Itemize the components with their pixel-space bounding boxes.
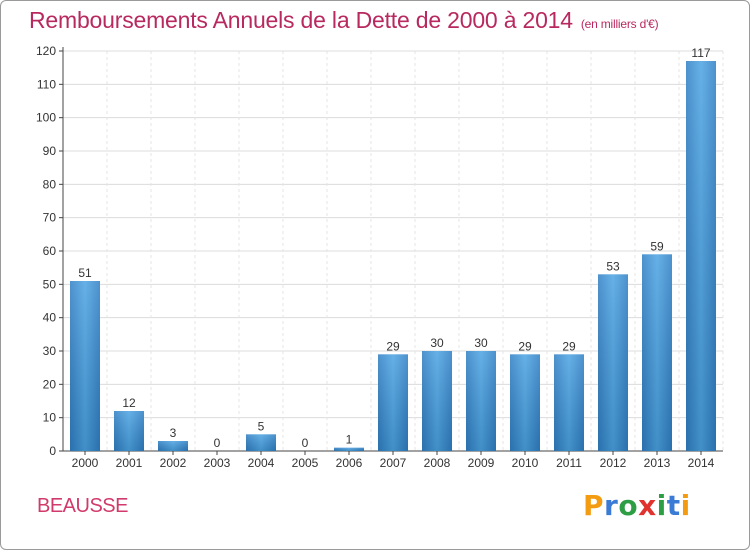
y-tick-label: 0 — [49, 444, 56, 458]
y-tick-label: 90 — [43, 144, 57, 158]
bar-shade — [334, 447, 364, 451]
y-tick-label: 100 — [36, 111, 56, 125]
bar-value-label: 30 — [474, 336, 488, 350]
x-tick-label: 2006 — [336, 456, 363, 470]
bar-shade — [158, 441, 188, 451]
bar-value-label: 29 — [518, 339, 532, 353]
x-tick-label: 2011 — [556, 456, 582, 470]
x-tick-label: 2009 — [468, 456, 495, 470]
x-tick-label: 2012 — [600, 456, 627, 470]
bar-value-label: 59 — [650, 239, 664, 253]
bars — [70, 61, 716, 451]
bar-shade — [422, 351, 452, 451]
bar-value-label: 0 — [302, 436, 309, 450]
bar-shade — [466, 351, 496, 451]
logo-letter: x — [638, 489, 657, 522]
bar-shade — [554, 354, 584, 451]
bar-shade — [686, 61, 716, 451]
x-tick-label: 2008 — [424, 456, 451, 470]
bar-shade — [114, 411, 144, 451]
y-tick-label: 10 — [43, 411, 57, 425]
chart-title: Remboursements Annuels de la Dette de 20… — [29, 7, 659, 34]
y-tick-label: 70 — [43, 211, 57, 225]
bar-shade — [598, 274, 628, 451]
x-tick-label: 2013 — [644, 456, 671, 470]
bar-shade — [70, 281, 100, 451]
y-tick-label: 30 — [43, 344, 57, 358]
x-tick-label: 2003 — [204, 456, 231, 470]
bar-shade — [246, 434, 276, 451]
logo-letter: i — [680, 489, 691, 522]
y-tick-label: 120 — [36, 44, 56, 58]
y-tick-label: 50 — [43, 277, 57, 291]
bar-value-label: 29 — [386, 339, 400, 353]
x-tick-label: 2005 — [292, 456, 319, 470]
logo-letter: r — [604, 489, 619, 522]
chart-title-text: Remboursements Annuels de la Dette de 20… — [29, 7, 573, 33]
logo-letter: i — [656, 489, 667, 522]
bar-value-label: 29 — [562, 339, 576, 353]
y-tick-label: 60 — [43, 244, 57, 258]
x-tick-label: 2007 — [380, 456, 407, 470]
y-tick-label: 80 — [43, 177, 57, 191]
bar-shade — [378, 354, 408, 451]
y-tick-label: 20 — [43, 377, 57, 391]
logo-letter: o — [618, 489, 639, 522]
bar-value-label: 51 — [78, 266, 92, 280]
bar-value-label: 12 — [122, 396, 136, 410]
bar-shade — [642, 254, 672, 451]
bar-value-label: 30 — [430, 336, 444, 350]
proxiti-logo: Proxiti — [583, 489, 691, 522]
logo-letter: P — [583, 489, 605, 522]
bar-shade — [510, 354, 540, 451]
x-tick-label: 2010 — [512, 456, 539, 470]
logo-letter: t — [666, 489, 681, 522]
y-tick-label: 110 — [37, 77, 56, 91]
y-tick-label: 40 — [43, 311, 57, 325]
bar-value-label: 3 — [170, 426, 177, 440]
x-tick-label: 2002 — [160, 456, 187, 470]
commune-name: BEAUSSE — [37, 495, 128, 517]
x-tick-label: 2014 — [688, 456, 715, 470]
chart-subtitle: (en milliers d'€) — [580, 17, 659, 31]
x-tick-label: 2004 — [248, 456, 275, 470]
bar-value-label: 117 — [691, 46, 710, 60]
bar-value-label: 0 — [214, 436, 221, 450]
bar-value-label: 53 — [606, 259, 620, 273]
x-tick-label: 2000 — [72, 456, 99, 470]
x-tick-label: 2001 — [116, 456, 143, 470]
bar-value-label: 5 — [258, 419, 265, 433]
bar-value-label: 1 — [346, 433, 353, 447]
